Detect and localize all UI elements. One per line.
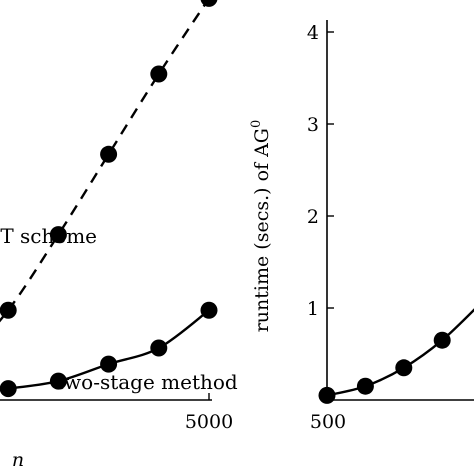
right-y-tick-label-3: 3 (307, 114, 319, 136)
right-point-0 (318, 386, 336, 404)
left-point-t-scheme-4 (150, 65, 168, 83)
left-series-group (0, 0, 218, 398)
right-point-3 (433, 331, 451, 349)
left-point-two-stage-1 (0, 380, 17, 398)
right-y-tick-label-4: 4 (307, 22, 319, 44)
left-x-tick-label: 5000 (185, 411, 233, 433)
right-y-axis-label: runtime (secs.) of AG0 (249, 120, 273, 333)
left-point-two-stage-3 (100, 355, 118, 373)
right-series-group (318, 308, 474, 404)
two-stage-method-annotation: two-stage method (56, 370, 238, 394)
right-y-axis-label-superscript: 0 (249, 120, 264, 128)
right-x-tick-label: 500 (310, 411, 346, 433)
left-point-two-stage-2 (49, 372, 67, 390)
left-point-t-scheme-5 (200, 0, 218, 7)
right-chart-panel: 1 2 3 4 500 runtime (secs.) of AG0 (249, 20, 474, 433)
left-point-t-scheme-1 (0, 301, 17, 319)
left-point-two-stage-5 (200, 301, 218, 319)
t-scheme-annotation: T scheme (0, 224, 97, 248)
left-point-two-stage-4 (150, 339, 168, 357)
right-series-line (326, 308, 474, 397)
right-y-tick-label-2: 2 (307, 206, 319, 228)
left-point-t-scheme-3 (100, 145, 118, 163)
right-y-axis-label-main: runtime (secs.) of AG (251, 128, 273, 332)
right-y-tick-label-1: 1 (307, 298, 319, 320)
left-point-t-scheme-2 (49, 226, 67, 244)
left-series-line-t-scheme (0, 0, 210, 323)
right-point-2 (395, 359, 413, 377)
left-x-axis-label: n (12, 449, 24, 471)
right-y-ticks: 1 2 3 4 (307, 22, 334, 320)
left-chart-panel: 5000 n T scheme two-stage method (0, 0, 238, 471)
right-point-1 (356, 377, 374, 395)
